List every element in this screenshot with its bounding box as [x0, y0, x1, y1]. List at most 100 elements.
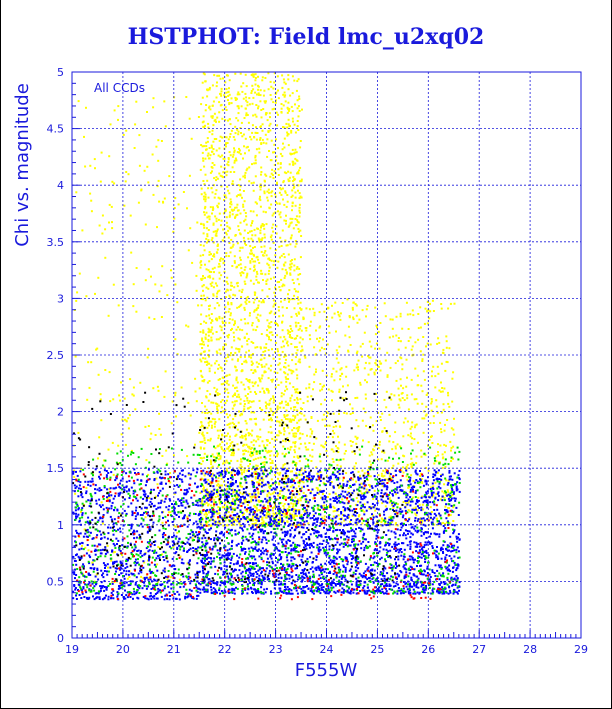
data-point-yellow [278, 483, 281, 486]
data-point-yellow [322, 445, 324, 448]
data-point-yellow [293, 179, 296, 182]
data-point-yellow [280, 278, 283, 281]
data-point-blue [442, 530, 445, 533]
data-point-yellow [398, 406, 401, 409]
data-point-blue [239, 509, 242, 512]
data-point-yellow [288, 368, 291, 371]
data-point-yellow [259, 407, 261, 409]
data-point-yellow [383, 302, 386, 305]
data-point-blue [173, 484, 176, 487]
data-point-yellow [222, 77, 224, 80]
data-point-yellow [270, 139, 273, 142]
data-point-blue [124, 589, 126, 592]
data-point-yellow [269, 277, 272, 280]
data-point-blue [421, 552, 424, 555]
data-point-yellow [357, 425, 360, 428]
data-point-yellow [321, 493, 324, 495]
data-point-blue [392, 585, 395, 588]
data-point-yellow [388, 498, 391, 501]
data-point-blue [149, 545, 152, 548]
data-point-yellow [352, 318, 355, 321]
data-point-blue [75, 594, 77, 597]
data-point-yellow [242, 453, 245, 456]
data-point-blue [281, 541, 283, 544]
data-point-yellow [321, 516, 324, 519]
data-point-yellow [276, 405, 279, 408]
data-point-yellow [125, 171, 128, 173]
data-point-yellow [271, 459, 274, 462]
data-point-blue [178, 544, 181, 547]
data-point-blue [136, 499, 139, 502]
data-point-yellow [162, 201, 165, 204]
data-point-yellow [318, 340, 321, 343]
data-point-yellow [211, 162, 214, 164]
data-point-yellow [402, 466, 404, 469]
data-point-yellow [251, 102, 254, 105]
data-point-blue [148, 526, 151, 528]
data-point-yellow [299, 336, 302, 339]
data-point-yellow [351, 514, 354, 517]
data-point-yellow [263, 371, 266, 374]
data-point-blue [108, 500, 111, 503]
data-point-yellow [218, 277, 221, 280]
data-point-yellow [253, 73, 255, 76]
data-point-yellow [208, 86, 211, 89]
data-point-yellow [219, 429, 222, 432]
data-point-yellow [357, 521, 359, 524]
data-point-blue [187, 575, 190, 578]
data-point-yellow [163, 197, 166, 200]
data-point-yellow [173, 454, 175, 457]
data-point-yellow [257, 258, 260, 261]
data-point-yellow [244, 218, 247, 221]
data-point-yellow [286, 514, 289, 517]
data-point-blue [440, 546, 443, 549]
data-point-yellow [154, 495, 157, 498]
data-point-yellow [216, 407, 219, 410]
data-point-yellow [439, 421, 442, 424]
data-point-yellow [146, 111, 148, 113]
data-point-blue [184, 543, 187, 545]
data-point-blue [112, 487, 115, 490]
data-point-blue [190, 580, 193, 583]
data-point-yellow [266, 512, 268, 514]
data-point-blue [210, 494, 213, 497]
data-point-blue [113, 509, 116, 512]
data-point-yellow [367, 483, 370, 486]
data-point-yellow [195, 289, 198, 292]
data-point-yellow [254, 476, 257, 478]
data-point-yellow [216, 388, 219, 391]
data-point-blue [98, 487, 101, 490]
data-point-yellow [267, 88, 270, 91]
data-point-yellow [263, 391, 266, 394]
data-point-yellow [245, 276, 248, 279]
data-point-blue [87, 521, 90, 524]
data-point-yellow [203, 456, 206, 459]
data-point-yellow [291, 470, 293, 473]
data-point-yellow [397, 340, 400, 342]
data-point-yellow [206, 235, 209, 238]
data-point-yellow [233, 323, 235, 326]
data-point-yellow [264, 77, 267, 79]
data-point-blue [394, 558, 396, 561]
data-point-blue [75, 515, 77, 518]
data-point-yellow [205, 315, 208, 318]
data-point-yellow [293, 185, 296, 188]
data-point-yellow [401, 392, 404, 394]
data-point-yellow [243, 220, 246, 223]
data-point-yellow [205, 395, 208, 398]
data-point-yellow [268, 402, 271, 405]
data-point-blue [145, 506, 148, 509]
data-point-blue [159, 506, 162, 509]
data-point-yellow [234, 99, 237, 101]
data-point-blue [89, 499, 92, 502]
data-point-blue [321, 496, 324, 499]
data-point-yellow [253, 382, 256, 385]
data-point-yellow [247, 322, 250, 325]
data-point-yellow [377, 474, 380, 477]
data-point-yellow [248, 103, 251, 106]
data-point-yellow [276, 183, 278, 186]
data-point-yellow [200, 463, 203, 465]
data-point-yellow [230, 352, 232, 354]
data-point-blue [162, 516, 164, 519]
data-point-yellow [281, 187, 284, 190]
